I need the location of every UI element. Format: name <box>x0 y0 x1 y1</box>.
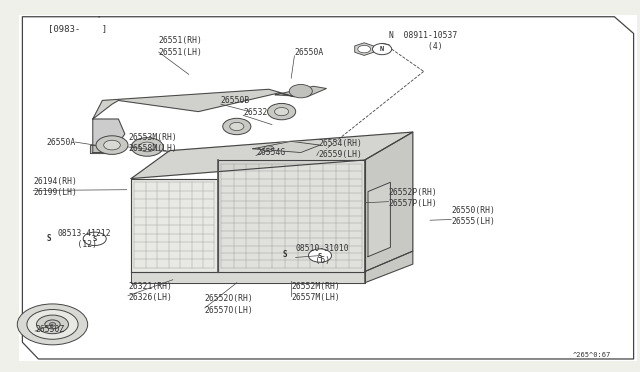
Circle shape <box>289 84 312 98</box>
Polygon shape <box>253 141 320 153</box>
Polygon shape <box>131 179 218 272</box>
Circle shape <box>96 136 128 154</box>
Circle shape <box>45 320 60 329</box>
Polygon shape <box>93 119 125 153</box>
Circle shape <box>36 315 68 334</box>
Text: 08510-31010
    (6): 08510-31010 (6) <box>296 244 349 264</box>
Text: N  08911-10537
        (4): N 08911-10537 (4) <box>389 31 458 51</box>
Polygon shape <box>22 17 634 359</box>
Circle shape <box>372 44 392 55</box>
Polygon shape <box>131 272 365 283</box>
Polygon shape <box>131 132 413 179</box>
Text: 26552O(RH)
26557O(LH): 26552O(RH) 26557O(LH) <box>205 294 253 314</box>
Text: 26550B: 26550B <box>221 96 250 105</box>
Circle shape <box>104 140 120 150</box>
Circle shape <box>223 118 251 135</box>
Polygon shape <box>368 182 390 257</box>
Circle shape <box>17 304 88 345</box>
Circle shape <box>264 146 274 152</box>
Circle shape <box>27 310 78 339</box>
Circle shape <box>230 122 244 131</box>
Text: S: S <box>93 236 97 242</box>
Polygon shape <box>275 86 326 97</box>
Text: 26554G: 26554G <box>256 148 285 157</box>
Text: S: S <box>283 250 287 259</box>
Polygon shape <box>93 89 294 119</box>
Text: [0983-    ]: [0983- ] <box>48 24 107 33</box>
Text: 26550Z: 26550Z <box>35 325 65 334</box>
Text: S: S <box>318 253 322 259</box>
Polygon shape <box>90 145 112 153</box>
Polygon shape <box>365 251 413 283</box>
Text: 26553M(RH)
26558M(LH): 26553M(RH) 26558M(LH) <box>128 133 177 153</box>
Text: ^265^0:67: ^265^0:67 <box>573 352 611 358</box>
Text: 08513-41212
    (12): 08513-41212 (12) <box>58 229 111 249</box>
FancyBboxPatch shape <box>19 15 637 361</box>
Circle shape <box>308 249 332 262</box>
Text: S: S <box>46 234 51 243</box>
Text: 26554(RH)
26559(LH): 26554(RH) 26559(LH) <box>319 139 363 159</box>
Circle shape <box>268 103 296 120</box>
Circle shape <box>358 45 371 53</box>
Text: 26550A: 26550A <box>294 48 324 57</box>
Circle shape <box>139 142 156 152</box>
Text: 26550A: 26550A <box>46 138 76 147</box>
Polygon shape <box>365 132 413 272</box>
Text: 26532: 26532 <box>243 108 268 117</box>
Polygon shape <box>218 160 365 272</box>
Circle shape <box>275 108 289 116</box>
Text: 26321(RH)
26326(LH): 26321(RH) 26326(LH) <box>128 282 172 302</box>
Circle shape <box>83 232 106 246</box>
Circle shape <box>49 323 56 326</box>
Text: 26550(RH)
26555(LH): 26550(RH) 26555(LH) <box>451 206 495 226</box>
Text: 26194(RH)
26199(LH): 26194(RH) 26199(LH) <box>33 177 77 197</box>
Text: 26551(RH)
26551(LH): 26551(RH) 26551(LH) <box>159 36 203 57</box>
Text: N: N <box>380 46 384 52</box>
Text: 26552M(RH)
26557M(LH): 26552M(RH) 26557M(LH) <box>291 282 340 302</box>
Circle shape <box>131 138 163 156</box>
Text: 26552P(RH)
26557P(LH): 26552P(RH) 26557P(LH) <box>388 188 437 208</box>
